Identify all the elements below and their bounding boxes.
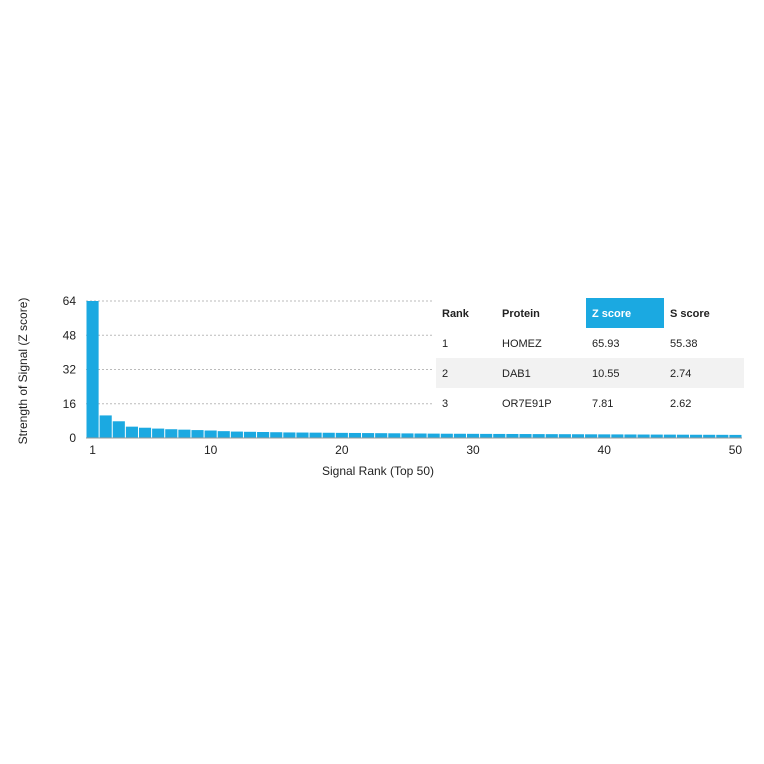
bar [86,301,99,438]
y-axis-title: Strength of Signal (Z score) [16,298,30,445]
bar [558,434,571,438]
bar [611,434,624,438]
x-tick-label: 10 [204,443,218,457]
bar [99,415,112,438]
table-cell: 65.93 [592,338,620,350]
bar [637,434,650,438]
bar [322,432,335,438]
table-cell: 2 [442,368,448,380]
bar [676,434,690,438]
bar [598,434,611,438]
bar [362,433,375,438]
table-cell: 2.62 [670,398,691,410]
bar [296,432,309,438]
bar [165,429,178,438]
bar [138,427,152,438]
bar [532,434,545,438]
bar [690,434,703,438]
table-header: Protein [502,308,540,320]
bar [545,434,558,438]
bar [480,433,493,438]
bar [663,434,676,438]
table-header: Z score [592,308,631,320]
bar [506,433,519,438]
x-tick-label: 1 [89,443,96,457]
bar [348,432,362,438]
x-tick-label: 50 [729,443,743,457]
bar [230,431,243,438]
bar [283,432,296,438]
table-row-stripe [436,358,744,388]
table-cell: HOMEZ [502,338,542,350]
table-cell: 2.74 [670,368,691,380]
bar [453,433,466,438]
table-cell: 3 [442,398,448,410]
bar [204,430,217,438]
y-tick-label: 16 [63,397,77,411]
bar [152,428,165,438]
bar [585,434,598,438]
x-axis-title: Signal Rank (Top 50) [322,464,434,478]
x-tick-label: 40 [598,443,612,457]
bar [178,429,191,438]
bar [493,433,506,438]
bar [257,432,270,438]
bar [270,432,283,438]
bar [624,434,637,438]
bar [571,434,585,438]
table-cell: 1 [442,338,448,350]
bar [112,421,125,438]
bar [414,433,427,438]
bar [191,430,204,438]
bars [86,301,742,438]
table-header: Rank [442,308,470,320]
bar [440,433,453,438]
x-tick-label: 30 [466,443,480,457]
bar [401,433,414,438]
bar [650,434,663,438]
table-cell: 55.38 [670,338,698,350]
gridlines [86,300,432,405]
bar [125,426,138,438]
bar [309,432,322,438]
bar [243,431,257,438]
y-tick-label: 48 [63,328,77,342]
table-cell: 7.81 [592,398,613,410]
x-tick-labels: 1 10 20 30 40 50 [89,443,742,457]
bar [427,433,440,438]
bar [217,431,230,438]
bar [519,434,532,438]
top-proteins-table: Rank Protein Z score S score 1 HOMEZ 65.93 55.3… [436,298,744,418]
table-cell: DAB1 [502,368,531,380]
bar [466,433,480,438]
y-tick-label: 0 [69,431,76,445]
highlight-header-cell [586,298,664,328]
y-tick-label: 32 [63,363,77,377]
bar [716,434,729,438]
y-tick-labels: 0 16 32 48 64 [63,294,77,445]
bar [729,434,742,438]
bar [703,434,716,438]
table-cell: 10.55 [592,368,620,380]
bar [388,433,401,438]
x-tick-label: 20 [335,443,349,457]
bar [335,432,348,438]
y-tick-label: 64 [63,294,77,308]
bar [375,433,388,438]
table-header: S score [670,308,710,320]
table-cell: OR7E91P [502,398,552,410]
